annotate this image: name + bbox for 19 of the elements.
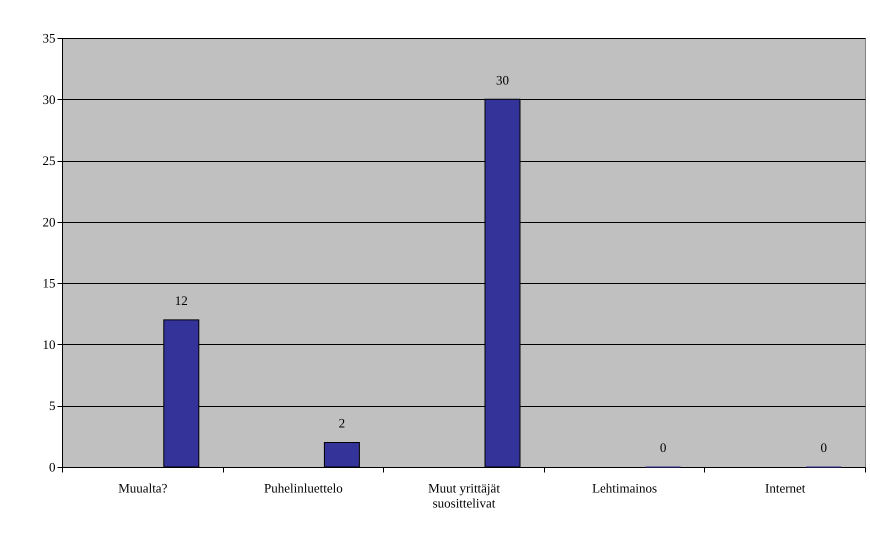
data-label: 0 bbox=[660, 440, 666, 455]
x-tick-label: Muualta? bbox=[118, 480, 168, 496]
data-label: 2 bbox=[338, 415, 346, 430]
x-tick-label: Puhelinluettelo bbox=[264, 480, 343, 496]
y-tick-label: 20 bbox=[42, 214, 56, 230]
x-tick-label: Muut yrittäjät suosittelivat bbox=[428, 480, 500, 510]
y-tick-label: 15 bbox=[42, 276, 56, 291]
x-tick-label: Lehtimainos bbox=[592, 480, 658, 496]
y-tick-label: 30 bbox=[42, 92, 56, 107]
y-tick-label: 0 bbox=[49, 460, 56, 474]
y-tick-label: 25 bbox=[42, 153, 56, 168]
x-tick-label: Internet bbox=[764, 480, 806, 496]
data-label: 30 bbox=[496, 72, 509, 88]
data-label: 12 bbox=[174, 292, 188, 308]
data-label: 0 bbox=[820, 440, 827, 455]
y-tick-label: 5 bbox=[49, 398, 56, 414]
bar bbox=[324, 442, 360, 468]
y-tick-label: 10 bbox=[42, 336, 56, 352]
y-tick-label: 35 bbox=[42, 30, 56, 46]
